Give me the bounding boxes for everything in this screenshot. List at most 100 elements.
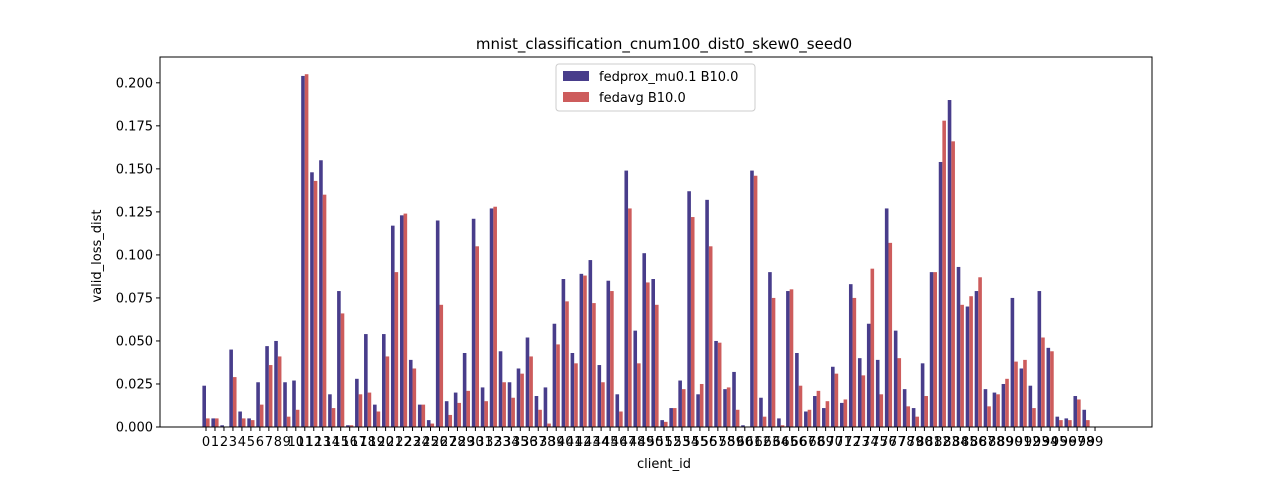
x-tick-label-57: 57 xyxy=(710,435,727,450)
bar-fedavg-8 xyxy=(277,356,282,427)
x-tick-label-16: 16 xyxy=(341,435,358,450)
plot-frame xyxy=(159,56,1153,428)
bar-fedprox-57 xyxy=(714,340,718,427)
x-tick-label-23: 23 xyxy=(404,435,421,450)
x-tick-label-0: 0 xyxy=(202,435,210,450)
bar-fedavg-56 xyxy=(708,246,713,427)
x-tick-label-30: 30 xyxy=(467,435,484,450)
x-tick-label-63: 63 xyxy=(763,435,780,450)
y-tick-label-0.200: 0.200 xyxy=(116,76,153,91)
bar-fedprox-62 xyxy=(759,397,763,427)
bar-fedprox-77 xyxy=(893,330,898,427)
x-tick-label-50: 50 xyxy=(647,435,664,450)
bar-fedavg-91 xyxy=(1023,359,1027,427)
bar-fedavg-28 xyxy=(457,402,462,427)
bar-fedavg-49 xyxy=(646,282,650,427)
bar-fedavg-81 xyxy=(933,272,937,427)
bar-fedavg-74 xyxy=(870,268,875,427)
x-tick-label-76: 76 xyxy=(880,435,897,450)
bar-fedavg-53 xyxy=(681,389,686,427)
bar-fedprox-5 xyxy=(247,418,251,427)
bar-fedavg-11 xyxy=(304,74,309,428)
x-tick-label-99: 99 xyxy=(1087,435,1104,450)
bar-fedavg-39 xyxy=(556,344,560,427)
x-tick-label-64: 64 xyxy=(772,435,789,450)
bar-fedprox-85 xyxy=(965,306,970,427)
bar-fedprox-9 xyxy=(283,382,287,427)
x-tick-label-58: 58 xyxy=(719,435,736,450)
bar-fedavg-3 xyxy=(232,377,237,427)
bar-fedavg-50 xyxy=(655,304,659,427)
bar-fedprox-45 xyxy=(606,280,611,427)
bar-fedavg-44 xyxy=(601,382,605,427)
bar-fedavg-27 xyxy=(448,414,453,427)
x-tick-label-85: 85 xyxy=(961,435,978,450)
bar-fedavg-65 xyxy=(789,289,794,427)
y-tick-label-0.050: 0.050 xyxy=(116,334,153,349)
bar-fedavg-62 xyxy=(762,416,767,427)
bar-fedprox-12 xyxy=(310,172,314,427)
x-tick-label-46: 46 xyxy=(611,435,628,450)
bar-fedavg-63 xyxy=(771,297,776,427)
bar-fedprox-53 xyxy=(678,380,682,427)
bar-fedavg-52 xyxy=(672,408,677,427)
bar-fedavg-25 xyxy=(430,423,435,427)
bar-fedprox-67 xyxy=(804,411,808,427)
bar-fedavg-77 xyxy=(897,358,902,427)
bar-fedprox-1 xyxy=(211,418,215,427)
bar-fedprox-88 xyxy=(992,392,997,427)
bar-fedprox-13 xyxy=(319,160,323,427)
x-tick-label-17: 17 xyxy=(350,435,367,450)
bar-fedprox-16 xyxy=(346,425,350,427)
bar-fedprox-46 xyxy=(615,394,620,427)
x-tick-label-80: 80 xyxy=(916,435,933,450)
bar-fedavg-69 xyxy=(825,401,830,427)
bar-fedprox-40 xyxy=(561,279,566,427)
bar-fedavg-33 xyxy=(502,382,506,427)
bar-fedprox-31 xyxy=(480,387,485,427)
x-tick-label-48: 48 xyxy=(629,435,646,450)
x-tick-label-25: 25 xyxy=(422,435,439,450)
bar-fedprox-76 xyxy=(884,208,889,427)
x-tick-label-84: 84 xyxy=(952,435,969,450)
bar-fedavg-43 xyxy=(592,303,596,427)
bar-fedprox-3 xyxy=(229,349,233,427)
x-tick-label-49: 49 xyxy=(638,435,655,450)
bar-fedavg-19 xyxy=(376,411,381,427)
bar-fedprox-56 xyxy=(705,199,709,427)
bar-fedprox-92 xyxy=(1028,385,1033,427)
bar-fedprox-27 xyxy=(444,401,449,427)
x-tick-label-56: 56 xyxy=(701,435,718,450)
bar-fedprox-84 xyxy=(956,266,961,427)
bar-fedavg-22 xyxy=(403,213,408,427)
bar-fedprox-49 xyxy=(642,253,647,427)
bar-fedavg-5 xyxy=(250,420,255,427)
x-tick-label-74: 74 xyxy=(862,435,879,450)
bar-fedprox-81 xyxy=(929,272,934,427)
bar-fedavg-15 xyxy=(340,313,345,427)
x-tick-label-22: 22 xyxy=(395,435,412,450)
bar-fedavg-14 xyxy=(331,408,336,427)
bar-fedprox-17 xyxy=(355,378,359,427)
bar-fedavg-58 xyxy=(726,387,731,427)
x-tick-label-28: 28 xyxy=(449,435,466,450)
x-tick-label-13: 13 xyxy=(314,435,331,450)
bar-fedavg-24 xyxy=(421,404,426,427)
bar-fedprox-4 xyxy=(238,411,242,427)
bar-fedprox-89 xyxy=(1001,383,1006,427)
bar-fedavg-64 xyxy=(780,425,785,427)
bar-fedavg-18 xyxy=(367,392,372,427)
bar-fedavg-6 xyxy=(259,404,264,427)
y-tick-label-0.100: 0.100 xyxy=(116,248,153,263)
bar-fedprox-79 xyxy=(911,408,916,427)
y-tick-label-0.175: 0.175 xyxy=(116,119,153,134)
legend-box xyxy=(555,63,756,112)
bar-fedavg-95 xyxy=(1059,420,1063,427)
bar-fedavg-13 xyxy=(322,194,327,427)
y-tick-label-0.150: 0.150 xyxy=(116,162,153,177)
bar-fedprox-8 xyxy=(274,340,278,427)
x-tick-label-98: 98 xyxy=(1078,435,1095,450)
x-tick-label-47: 47 xyxy=(620,435,637,450)
bar-fedprox-82 xyxy=(938,161,943,428)
